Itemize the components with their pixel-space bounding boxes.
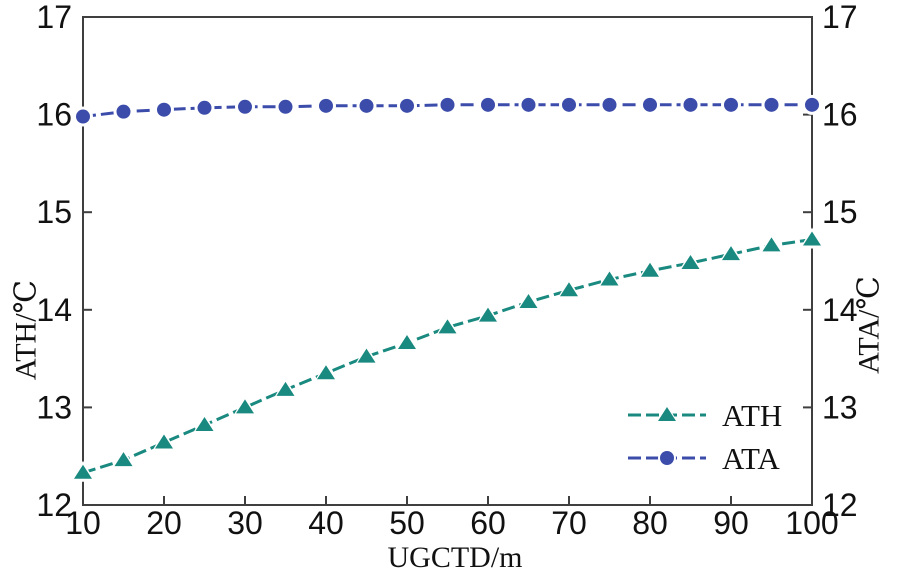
y-tick-label-right: 17	[822, 0, 858, 35]
ata-line-swatch	[628, 449, 706, 467]
legend: ATH ATA	[626, 398, 782, 475]
y-axis-label-right: ATA/℃	[852, 276, 886, 374]
y-tick-label-left: 13	[36, 389, 72, 425]
x-ticks: 10 20 30 40 50 60 70 80 90 100	[65, 496, 839, 541]
x-tick-label: 50	[389, 505, 425, 541]
legend-label-ata: ATA	[722, 440, 780, 476]
x-axis-label: UGCTD/m	[387, 541, 523, 574]
x-tick-label: 90	[713, 505, 749, 541]
y-tick-label-left: 17	[36, 0, 72, 35]
ath-series-markers	[71, 227, 824, 482]
y-tick-label-left: 14	[36, 292, 72, 328]
y-tick-label-right: 15	[822, 194, 858, 230]
y-axis-label-left: ATH/℃	[9, 279, 43, 381]
x-tick-label: 40	[308, 505, 344, 541]
ata-series-markers	[73, 94, 822, 127]
x-tick-label: 60	[470, 505, 506, 541]
legend-item-ath: ATH	[626, 398, 782, 432]
y-tick-label-right: 14	[822, 292, 858, 328]
y-tick-label-left: 15	[36, 194, 72, 230]
y-tick-label-left: 12	[36, 487, 72, 523]
y-tick-label-right: 13	[822, 389, 858, 425]
ath-line-swatch	[628, 404, 706, 423]
x-tick-label: 10	[65, 505, 101, 541]
x-tick-label: 30	[227, 505, 263, 541]
y-ticks-left: 12 13 14 15 16 17	[36, 0, 92, 523]
x-tick-label: 20	[146, 505, 182, 541]
legend-label-ath: ATH	[722, 397, 783, 433]
x-tick-label: 100	[785, 505, 838, 541]
y-tick-label-right: 16	[822, 97, 858, 133]
legend-item-ata: ATA	[626, 441, 782, 475]
y-tick-label-right: 12	[822, 487, 858, 523]
plot-border	[82, 16, 813, 506]
y-tick-label-left: 16	[36, 97, 72, 133]
x-tick-label: 80	[632, 505, 668, 541]
y-ticks-right: 12 13 14 15 16 17	[803, 0, 858, 523]
x-tick-label: 70	[551, 505, 587, 541]
